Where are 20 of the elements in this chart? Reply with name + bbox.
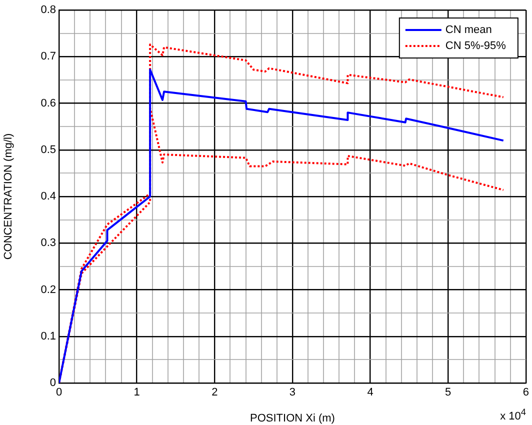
y-tick-label: 0.4: [40, 190, 56, 203]
y-tick-label: 0.3: [40, 237, 56, 250]
x-tick-label: 3: [289, 386, 296, 399]
x-tick-label: 5: [445, 386, 452, 399]
y-tick-label: 0: [50, 377, 56, 390]
legend-label: CN 5%-95%: [445, 40, 506, 52]
y-tick-label: 0.5: [40, 144, 56, 156]
x-tick-label: 2: [212, 386, 218, 399]
y-tick-label: 0.8: [40, 4, 56, 16]
y-tick-label: 0.7: [40, 50, 56, 63]
legend-label: CN mean: [445, 24, 492, 36]
y-tick-label: 0.2: [40, 284, 56, 296]
x-tick-label: 1: [134, 386, 140, 399]
x-tick-label: 4: [367, 386, 374, 399]
y-axis-title: CONCENTRATION (mg/l): [2, 133, 15, 260]
y-tick-label: 0.1: [40, 330, 56, 342]
x-tick-label: 6: [522, 386, 530, 399]
text: x 10$^{4}$: [500, 407, 526, 423]
x-axis-title: POSITION Xi (m): [250, 412, 335, 424]
y-tick-label: 0.6: [40, 97, 56, 110]
